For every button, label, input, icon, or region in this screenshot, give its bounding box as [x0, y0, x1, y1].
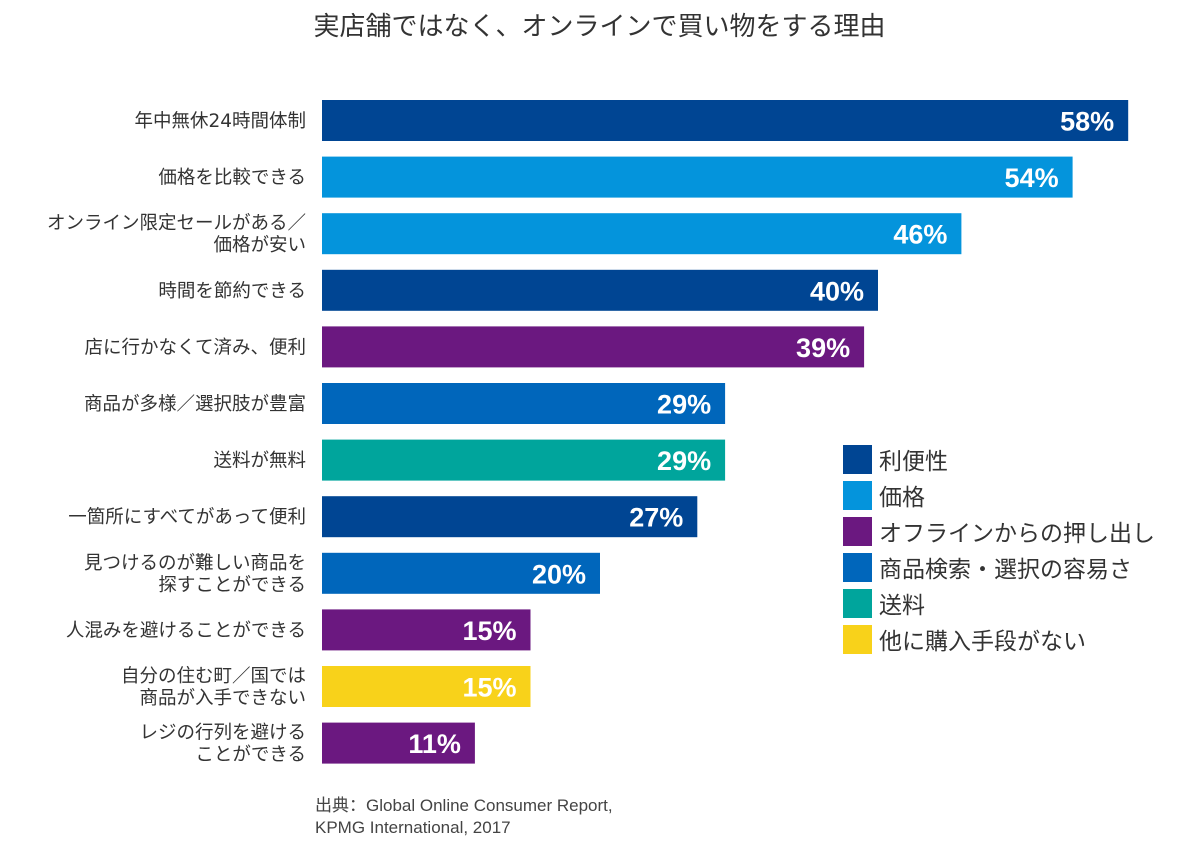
legend-swatch: [843, 480, 872, 510]
category-label-9: 見つけるのが難しい商品を探すことができる: [84, 553, 306, 596]
legend-label: 他に購入手段がない: [879, 629, 1086, 655]
bar-11: [322, 666, 531, 707]
bar-value-label-8: 27%: [629, 503, 683, 533]
category-label-2: 価格を比較できる: [158, 168, 306, 189]
bar-8: [322, 496, 698, 538]
bar-value-label-7: 29%: [657, 446, 711, 476]
bar-5: [322, 326, 865, 368]
bar-value-label-12: 11%: [408, 729, 461, 759]
bar-2: [322, 156, 1073, 198]
bar-9: [322, 552, 600, 594]
legend-item-3: オフラインからの押し出し: [843, 513, 1155, 549]
category-label-6: 商品が多様／選択肢が豊富: [84, 394, 306, 415]
chart-title: 実店舗ではなく、オンラインで買い物をする理由: [313, 12, 886, 42]
bar-value-label-11: 15%: [462, 673, 516, 703]
legend-item-1: 利便性: [843, 441, 1155, 477]
legend-swatch: [843, 588, 872, 618]
bar-3: [322, 213, 962, 255]
legend-label: オフラインからの押し出し: [879, 521, 1155, 547]
category-label-10: 人混みを避けることができる: [66, 620, 306, 641]
category-label-8: 一箇所にすべてがあって便利: [68, 507, 306, 528]
bar-value-label-10: 15%: [462, 616, 516, 646]
bar-value-label-5: 39%: [796, 333, 850, 363]
category-label-4: 時間を節約できる: [158, 281, 306, 302]
bar-value-label-9: 20%: [532, 559, 586, 589]
bar-value-label-1: 58%: [1060, 107, 1114, 137]
category-label-12: レジの行列を避けることができる: [139, 723, 306, 766]
category-label-7: 送料が無料: [213, 451, 306, 472]
bar-6: [322, 383, 726, 424]
bar-7: [322, 439, 726, 481]
category-label-11: 自分の住む町／国では商品が入手できない: [121, 666, 306, 709]
legend-label: 利便性: [879, 449, 948, 475]
source-line-2: KPMG International, 2017: [315, 818, 511, 837]
legend-swatch: [843, 444, 872, 474]
category-label-3: オンライン限定セールがある／価格が安い: [47, 213, 306, 256]
bar-4: [322, 269, 878, 311]
bar-value-label-6: 29%: [657, 390, 711, 420]
source-note: 出典：Global Online Consumer Report, KPMG I…: [315, 795, 613, 839]
legend-swatch: [843, 552, 872, 582]
legend-item-5: 送料: [843, 585, 1155, 621]
source-line-1: 出典：Global Online Consumer Report,: [315, 796, 613, 815]
bar-value-label-4: 40%: [810, 276, 864, 306]
legend-label: 価格: [879, 485, 925, 511]
legend-item-6: 他に購入手段がない: [843, 621, 1155, 657]
legend-item-2: 価格: [843, 477, 1155, 513]
legend-item-4: 商品検索・選択の容易さ: [843, 549, 1155, 585]
bar-12: [322, 722, 475, 764]
category-label-1: 年中無休24時間体制: [134, 111, 306, 132]
legend-label: 商品検索・選択の容易さ: [879, 557, 1132, 583]
legend: 利便性価格オフラインからの押し出し 商品検索・選択の容易さ 送料他に購入手段がない: [843, 441, 1155, 657]
category-label-5: 店に行かなくて済み、便利: [85, 337, 306, 358]
bar-value-label-3: 46%: [893, 220, 947, 250]
legend-swatch: [843, 516, 872, 546]
legend-label: 送料: [879, 593, 925, 619]
bar-1: [322, 100, 1129, 141]
bar-10: [322, 609, 531, 651]
legend-swatch: [843, 624, 872, 654]
bar-value-label-2: 54%: [1005, 163, 1059, 193]
